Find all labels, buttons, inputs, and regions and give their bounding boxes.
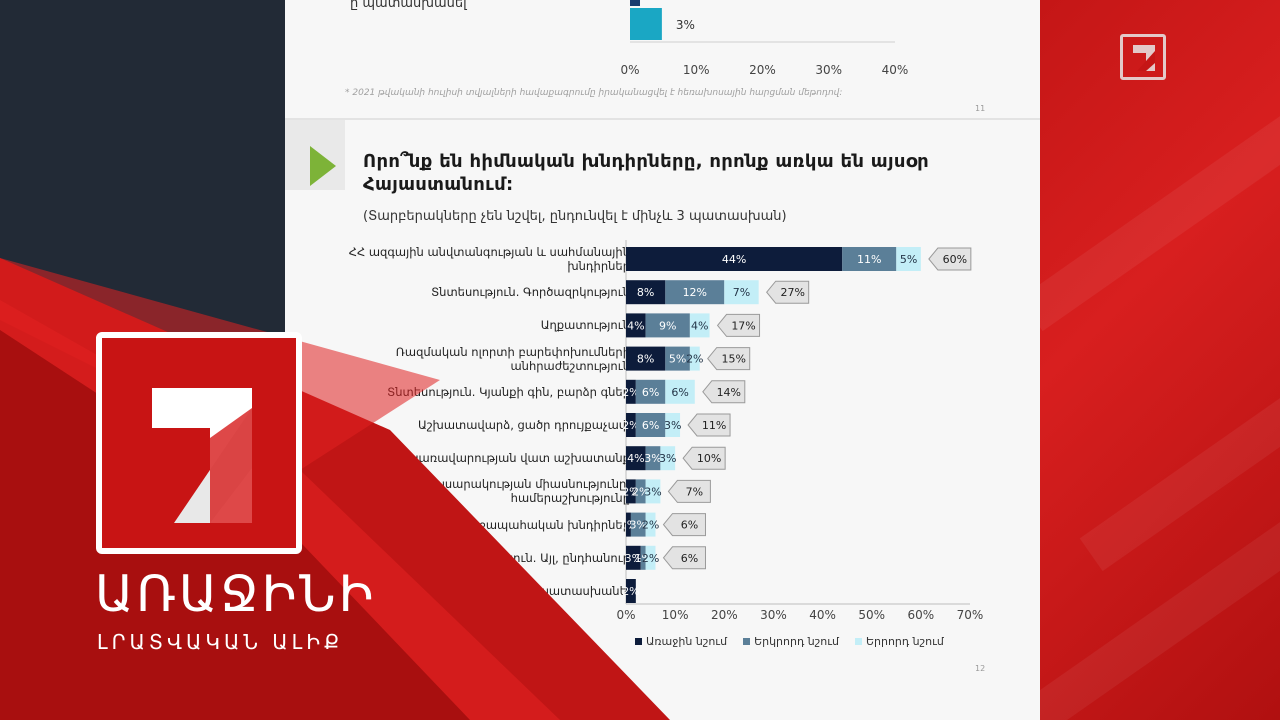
bar-segment-3 <box>689 313 710 338</box>
category-label-line: ՀՀ ազգային անվտանգության և սահմանային <box>348 245 630 259</box>
channel-logo <box>96 332 302 554</box>
legend-item: Երրորդ նշում <box>854 635 944 648</box>
bar-value-label: 3% <box>644 485 661 498</box>
top-x-tick-label: 0% <box>620 63 639 77</box>
brand-subtitle: ԼՐԱՏՎԱԿԱՆ ԱԼԻՔ <box>97 630 344 654</box>
page-title: Որո՞նք են հիմնական խնդիրները, որոնք առկա… <box>363 150 929 196</box>
total-tag <box>682 446 726 470</box>
top-x-tick-label: 30% <box>815 63 842 77</box>
play-arrow-icon <box>310 146 336 186</box>
corner-logo-icon <box>1133 45 1155 71</box>
x-tick-label: 50% <box>858 608 885 622</box>
total-label: 60% <box>943 253 967 266</box>
bar-value-label: 3% <box>659 452 676 465</box>
bar-segment-2 <box>665 280 725 305</box>
bar-value-label: 5% <box>669 353 686 366</box>
total-label: 15% <box>721 353 745 366</box>
top-x-tick-label: 10% <box>683 63 710 77</box>
total-label: 6% <box>681 552 698 565</box>
page-subtitle: (Տարբերակները չեն նշվել, ընդունվել է մին… <box>363 209 787 224</box>
bar-value-label: 5% <box>900 253 917 266</box>
legend-swatch <box>854 638 862 645</box>
brand-title: ԱՌԱՋԻՆԻ <box>95 565 377 623</box>
bar-segment-3 <box>665 379 695 404</box>
top-chart-category-label: ը պատասխանել <box>350 0 467 11</box>
title-line-1: Որո՞նք են հիմնական խնդիրները, որոնք առկա… <box>363 151 930 172</box>
bar-value-label: 6% <box>642 386 659 399</box>
bar-value-label: 8% <box>637 353 654 366</box>
x-tick-label: 70% <box>957 608 984 622</box>
corner-channel-logo <box>1120 34 1166 80</box>
x-tick-label: 40% <box>809 608 836 622</box>
total-tag <box>702 380 746 404</box>
bar-value-label: 4% <box>627 452 644 465</box>
bar-value-label: 12% <box>683 286 707 299</box>
bar-value-label: 44% <box>722 253 746 266</box>
total-tag <box>662 546 706 570</box>
total-label: 7% <box>686 485 703 498</box>
bar-value-label: 6% <box>642 419 659 432</box>
footnote: * 2021 թվականի հուլիսի տվյալների հավաքագ… <box>345 88 843 98</box>
legend-swatch <box>743 638 751 645</box>
total-label: 14% <box>717 386 741 399</box>
x-tick-label: 10% <box>662 608 689 622</box>
total-label: 17% <box>731 319 755 332</box>
bar-segment-3 <box>689 346 700 371</box>
total-tag <box>928 247 972 271</box>
x-tick-label: 20% <box>711 608 738 622</box>
x-tick-label: 0% <box>616 608 635 622</box>
total-tag <box>707 347 751 371</box>
total-tag <box>766 280 810 304</box>
background-right <box>999 0 1280 720</box>
total-label: 11% <box>702 419 726 432</box>
bar-value-label: 9% <box>659 319 676 332</box>
legend-item: Երկրորդ նշում <box>743 635 839 648</box>
bar-segment-3 <box>896 247 921 271</box>
bar-segment-3 <box>724 280 759 305</box>
bar-value-label: 2% <box>642 552 659 565</box>
bar-value-label: 2% <box>622 585 639 598</box>
total-tag <box>687 413 731 437</box>
top-x-tick-label: 40% <box>882 63 909 77</box>
total-label: 6% <box>681 519 698 532</box>
slide-divider <box>285 118 1040 120</box>
bar-value-label: 2% <box>642 519 659 532</box>
page-number-current: 12 <box>975 664 986 673</box>
total-label: 27% <box>780 286 804 299</box>
bar-value-label: 11% <box>857 253 881 266</box>
title-line-2: Հայաստանում: <box>363 174 514 195</box>
top-bar-value-label: 3% <box>676 18 695 32</box>
legend-label: Երրորդ նշում <box>865 635 944 648</box>
total-label: 10% <box>697 452 721 465</box>
bar-value-label: 3% <box>664 419 681 432</box>
x-tick-label: 60% <box>908 608 935 622</box>
bar-segment-2 <box>842 247 897 271</box>
bar-value-label: 4% <box>627 319 644 332</box>
x-tick-label: 30% <box>760 608 787 622</box>
page-number-prev: 11 <box>975 104 986 113</box>
top-x-tick-label: 20% <box>749 63 776 77</box>
bar-value-label: 6% <box>671 386 688 399</box>
legend-label: Երկրորդ նշում <box>754 635 839 648</box>
top-bar-prev <box>630 0 640 6</box>
top-bar <box>630 8 662 40</box>
channel-one-logo-icon <box>102 338 296 548</box>
total-tag <box>662 513 706 537</box>
total-tag <box>716 313 761 337</box>
total-tag <box>667 479 711 503</box>
bar-value-label: 2% <box>686 353 703 366</box>
bar-value-label: 8% <box>637 286 654 299</box>
bar-value-label: 4% <box>691 319 708 332</box>
bar-value-label: 7% <box>733 286 750 299</box>
